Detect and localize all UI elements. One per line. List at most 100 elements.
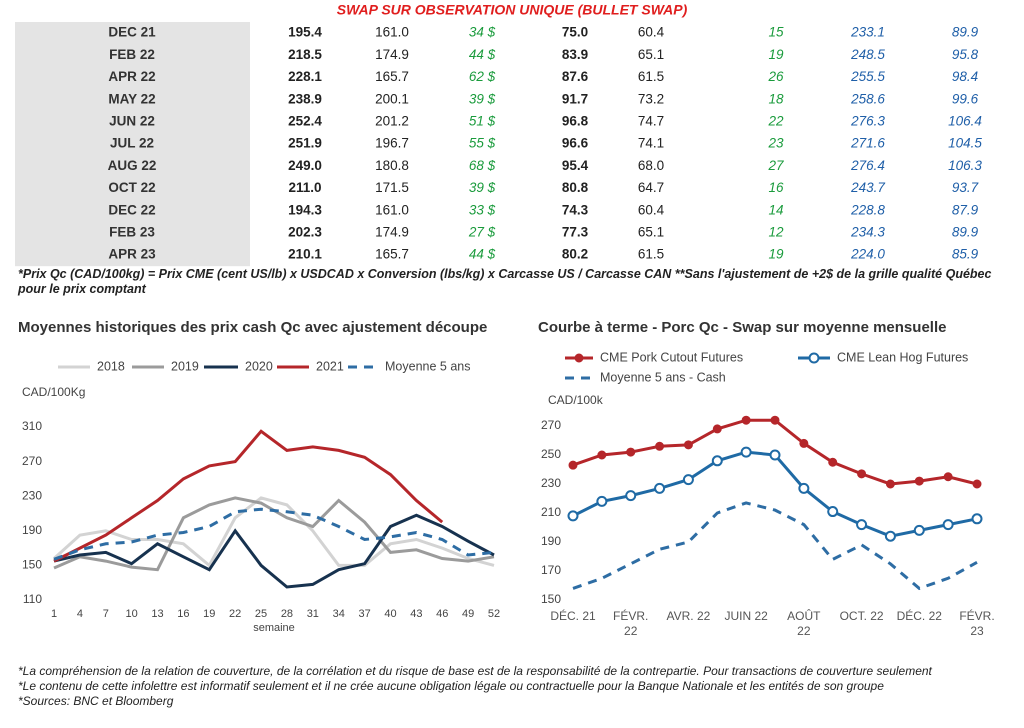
table-cell: 165.7 xyxy=(375,69,409,84)
point xyxy=(740,446,752,458)
table-cell: 74.1 xyxy=(638,136,664,151)
point xyxy=(943,472,953,482)
point xyxy=(770,415,780,425)
table-cell: 15 xyxy=(768,25,784,40)
table-cell: 77.3 xyxy=(562,224,589,239)
point xyxy=(654,482,666,494)
y-tick-label: 190 xyxy=(22,523,42,537)
table-cell: 65.1 xyxy=(638,224,664,239)
table-cell: 74.3 xyxy=(562,202,589,217)
row-label: MAY 22 xyxy=(108,91,155,106)
table-cell: 87.9 xyxy=(952,202,979,217)
table-cell: 91.7 xyxy=(562,91,588,106)
legend-label: Moyenne 5 ans xyxy=(385,359,470,373)
table-cell: 39 $ xyxy=(469,91,496,106)
point xyxy=(914,476,924,486)
table-cell: 200.1 xyxy=(375,91,409,106)
table-cell: 98.4 xyxy=(952,69,978,84)
table-cell: 18 xyxy=(768,91,784,106)
table-cell: 161.0 xyxy=(375,25,409,40)
x-tick-label: DÉC. 22 xyxy=(897,608,943,623)
legend-marker xyxy=(808,352,820,364)
table-cell: 60.4 xyxy=(638,25,665,40)
table-cell: 73.2 xyxy=(638,91,664,106)
table-cell: 96.8 xyxy=(562,113,589,128)
table-cell: 276.4 xyxy=(850,158,885,173)
table-cell: 96.6 xyxy=(562,136,589,151)
table-cell: 234.3 xyxy=(850,224,885,239)
y-tick-label: 270 xyxy=(541,418,561,432)
x-tick-label: DÉC. 21 xyxy=(550,608,596,623)
row-label: AUG 22 xyxy=(108,158,157,173)
y-tick-label: 110 xyxy=(23,592,42,606)
table-cell: 44 $ xyxy=(469,47,496,62)
point xyxy=(827,506,839,518)
point xyxy=(972,479,982,489)
table-cell: 95.8 xyxy=(952,47,979,62)
table-cell: 248.5 xyxy=(850,47,885,62)
x-tick-label: 31 xyxy=(307,608,319,620)
y-tick-label: 190 xyxy=(541,534,561,548)
row-label: APR 23 xyxy=(108,247,156,262)
table-cell: 61.5 xyxy=(638,69,664,84)
point xyxy=(828,457,838,467)
x-tick-label: 28 xyxy=(281,608,293,620)
series-line xyxy=(53,507,495,561)
x-tick-label: 46 xyxy=(436,608,448,620)
table-cell: 195.4 xyxy=(288,25,322,40)
legend-label: Moyenne 5 ans - Cash xyxy=(600,370,726,384)
point xyxy=(567,510,579,522)
x-tick-label: 7 xyxy=(103,608,109,620)
table-cell: 258.6 xyxy=(850,91,885,106)
x-tick-label: JUIN 22 xyxy=(724,609,768,623)
table-cell: 51 $ xyxy=(469,113,496,128)
table-cell: 19 xyxy=(768,47,784,62)
table-cell: 218.5 xyxy=(288,47,322,62)
series-line xyxy=(53,429,444,563)
point xyxy=(798,482,810,494)
x-tick-label: 43 xyxy=(410,608,422,620)
point xyxy=(597,450,607,460)
x-tick-label: 10 xyxy=(126,608,138,620)
point xyxy=(683,440,693,450)
x-tick-label: 4 xyxy=(77,608,83,620)
table-cell: 255.5 xyxy=(850,69,885,84)
point xyxy=(741,415,751,425)
table-cell: 64.7 xyxy=(638,180,664,195)
x-tick-label: FÉVR. 22 xyxy=(613,608,648,638)
footnote: *Sources: BNC et Bloomberg xyxy=(18,694,174,708)
point xyxy=(626,447,636,457)
y-tick-label: 150 xyxy=(22,558,42,572)
row-label: FEB 22 xyxy=(109,47,155,62)
table-cell: 89.9 xyxy=(952,224,979,239)
x-tick-label: 22 xyxy=(229,608,241,620)
point xyxy=(856,519,868,531)
series-line xyxy=(572,501,978,591)
table-cell: 16 xyxy=(768,180,784,195)
footnote: *Le contenu de cette infolettre est info… xyxy=(18,679,884,693)
table-cell: 99.6 xyxy=(952,91,979,106)
table-cell: 33 $ xyxy=(469,202,496,217)
table-cell: 27 xyxy=(767,158,784,173)
table-cell: 171.5 xyxy=(375,180,409,195)
row-label: APR 22 xyxy=(108,69,155,84)
table-cell: 104.5 xyxy=(948,136,982,151)
y-tick-label: 230 xyxy=(22,488,42,502)
legend-label: 2020 xyxy=(245,359,273,373)
table-cell: 19 xyxy=(768,247,784,262)
table-cell: 22 xyxy=(767,113,784,128)
table-cell: 174.9 xyxy=(375,224,409,239)
y-tick-label: 150 xyxy=(541,592,561,606)
point xyxy=(799,438,809,448)
legend-label: 2021 xyxy=(316,359,344,373)
table-cell: 251.9 xyxy=(288,136,322,151)
table-cell: 276.3 xyxy=(850,113,885,128)
chart-title: Courbe à terme - Porc Qc - Swap sur moye… xyxy=(538,319,946,336)
table-cell: 68.0 xyxy=(638,158,664,173)
point xyxy=(712,424,722,434)
row-label: DEC 22 xyxy=(108,202,155,217)
series-line xyxy=(52,496,495,568)
row-label: JUN 22 xyxy=(109,113,155,128)
y-tick-label: 310 xyxy=(22,419,42,433)
